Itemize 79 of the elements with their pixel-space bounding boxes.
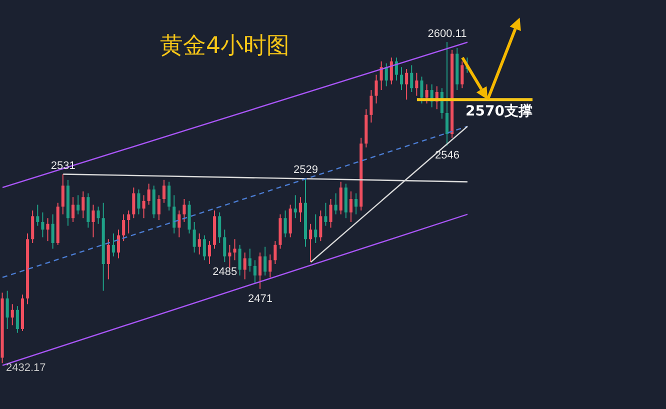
- candlestick: [228, 244, 232, 268]
- candlestick: [268, 254, 272, 278]
- candlestick: [178, 210, 181, 238]
- candlestick: [253, 260, 256, 284]
- candlestick: [274, 240, 277, 265]
- annotation: 2529: [294, 164, 318, 176]
- candlestick: [51, 214, 54, 250]
- candlestick: [36, 204, 40, 226]
- candlestick: [76, 194, 80, 215]
- candlestick: [390, 57, 393, 85]
- annotation: 2432.17: [6, 362, 46, 374]
- candlestick: [233, 238, 236, 261]
- candlestick: [384, 62, 388, 87]
- candlestick: [339, 181, 342, 215]
- ref-line-label: 2570支撑: [466, 104, 533, 120]
- candlestick: [41, 212, 44, 238]
- candlestick: [106, 238, 110, 280]
- candlestick: [72, 196, 75, 222]
- candlestick: [370, 90, 373, 124]
- candlestick: [162, 179, 166, 204]
- candlestick: [238, 244, 242, 276]
- candlestick: [6, 290, 9, 330]
- candlestick: [334, 192, 338, 215]
- candlestick: [258, 252, 262, 290]
- candlestick: [223, 229, 226, 263]
- candlestick: [314, 214, 318, 244]
- candlestick: [420, 76, 424, 104]
- candlestick: [157, 194, 160, 221]
- candlestick: [142, 194, 146, 219]
- candlestick: [329, 198, 332, 228]
- candlestick: [460, 60, 464, 89]
- candlestick: [172, 194, 176, 234]
- candlestick: [137, 188, 140, 215]
- candlestick: [380, 60, 383, 91]
- candlestick: [182, 198, 186, 222]
- annotation: 2485: [212, 266, 238, 278]
- candlestick: [61, 174, 64, 215]
- candlestick: [394, 57, 398, 81]
- candlestick: [202, 234, 206, 261]
- candlestick: [92, 204, 95, 238]
- annotation: 2546: [435, 149, 460, 162]
- candlestick: [294, 194, 297, 219]
- candlestick: [208, 240, 211, 265]
- chart-title: 黄金4小时图: [160, 32, 290, 61]
- candlestick: [248, 248, 252, 272]
- candlestick: [116, 229, 120, 259]
- candlestick: [243, 252, 246, 280]
- candlestick: [284, 210, 287, 238]
- candlestick: [354, 192, 358, 215]
- candlestick: [400, 66, 404, 91]
- candlestick: [16, 306, 19, 334]
- candlestick: [31, 210, 34, 244]
- candlestick: [96, 206, 100, 224]
- annotation: 2600.11: [428, 28, 467, 40]
- candlestick: [415, 72, 418, 96]
- candlestick: [127, 210, 130, 234]
- candlestick: [410, 64, 414, 92]
- candlestick: [168, 181, 171, 211]
- candlestick: [324, 202, 328, 226]
- candlestick: [82, 190, 85, 219]
- candlestick: [405, 68, 408, 100]
- candlestick: [46, 218, 50, 242]
- candlestick: [147, 183, 150, 206]
- annotation: 2471: [248, 292, 273, 305]
- candlestick: [218, 212, 222, 244]
- candlestick: [319, 210, 322, 242]
- candlestick: [132, 187, 136, 219]
- candlestick: [122, 214, 126, 242]
- candlestick: [112, 232, 115, 257]
- candlestick: [445, 42, 449, 146]
- candlestick: [349, 190, 352, 222]
- candlestick: [198, 232, 201, 255]
- candlestick: [309, 223, 312, 263]
- candlestick: [374, 74, 378, 104]
- candlestick: [425, 84, 428, 104]
- candlestick: [298, 196, 302, 222]
- candlestick: [264, 246, 267, 276]
- candlestick: [10, 304, 14, 326]
- candlestick: [192, 221, 196, 254]
